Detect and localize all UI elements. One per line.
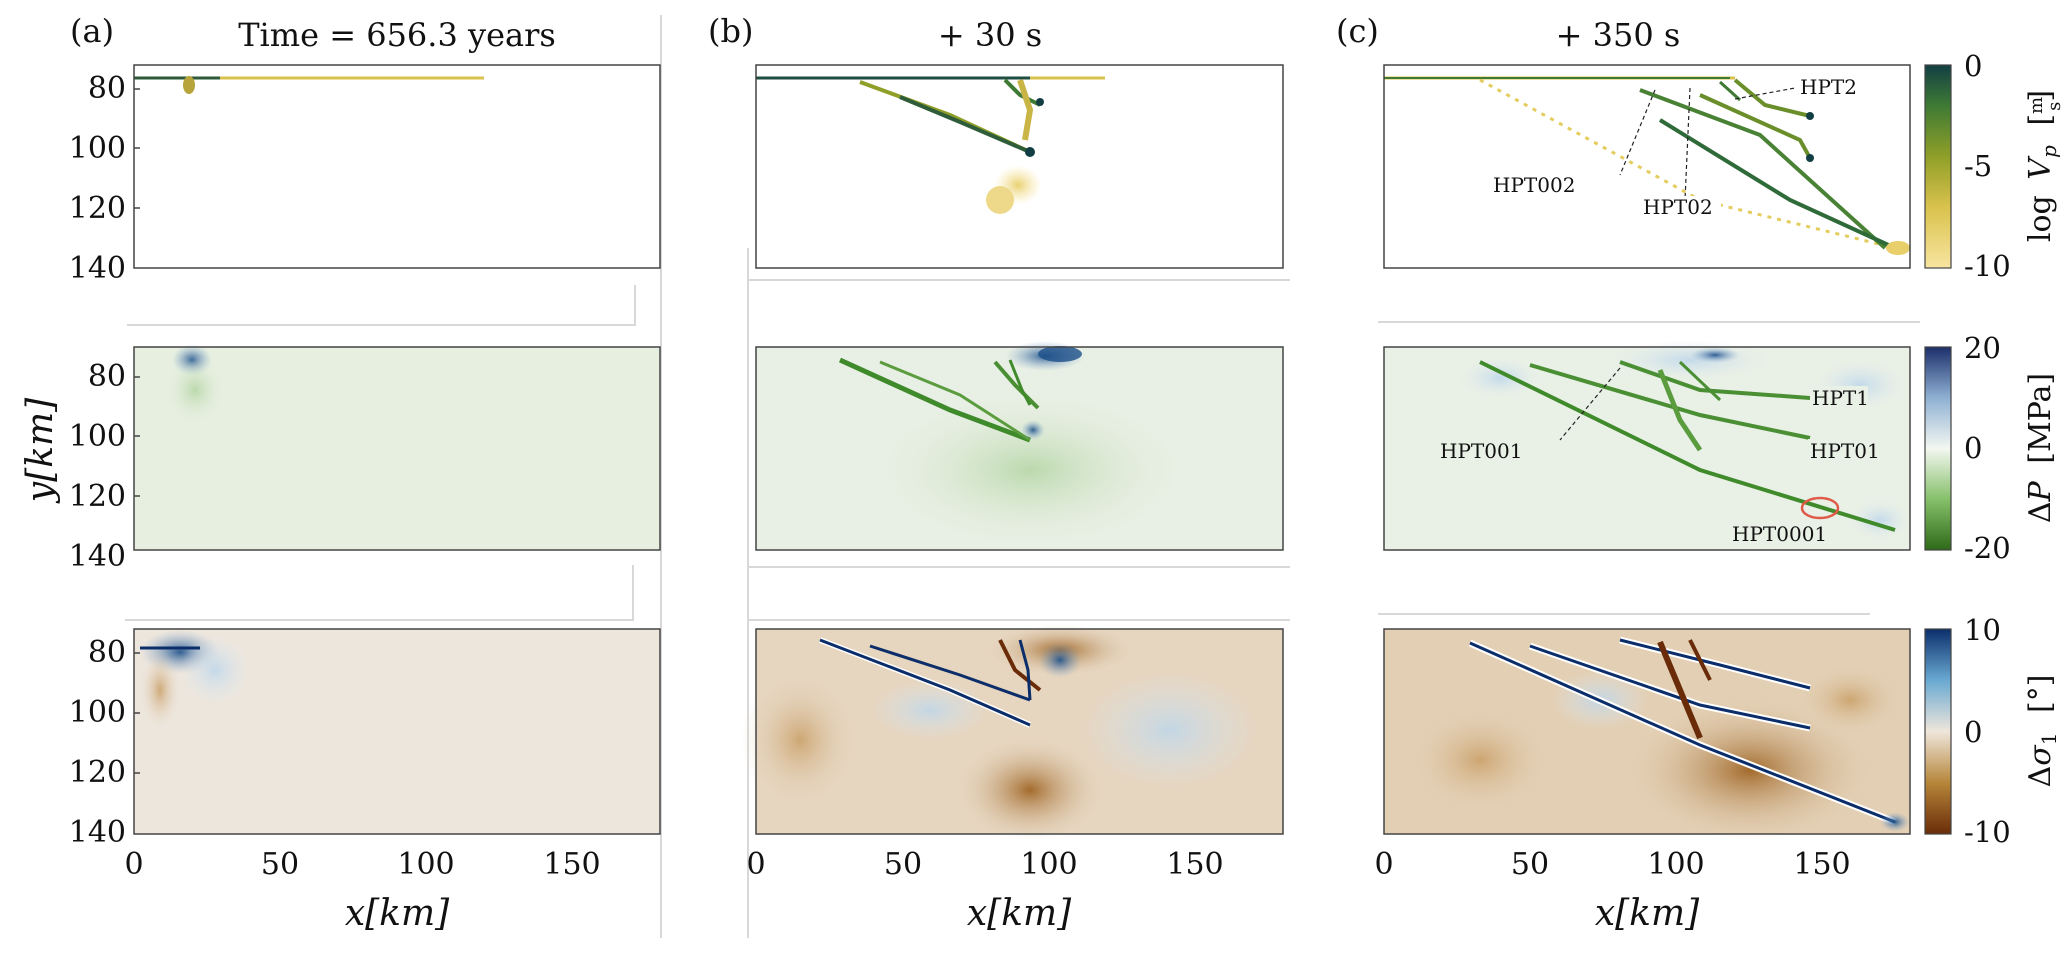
svg-text:100: 100 bbox=[69, 695, 126, 730]
plot-c-dp: HPT1 HPT001 HPT01 HPT0001 bbox=[1383, 340, 1911, 551]
svg-text:-10: -10 bbox=[1964, 815, 2011, 849]
svg-text:100: 100 bbox=[69, 419, 126, 454]
panel-title-b: + 30 s bbox=[938, 16, 1042, 54]
svg-text:20: 20 bbox=[1964, 331, 2001, 365]
annotation-hpt1: HPT1 bbox=[1812, 386, 1869, 410]
panel-label-c: (c) bbox=[1336, 12, 1379, 50]
svg-text:100: 100 bbox=[69, 131, 126, 166]
colorbar-vp: 0 -5 -10 log Vp [ms] bbox=[1924, 49, 2065, 283]
svg-text:0: 0 bbox=[746, 847, 765, 882]
y-axis-label: y[km] bbox=[20, 397, 61, 504]
plot-c-ds bbox=[1383, 628, 1911, 840]
x-ticks-b: 0 50 100 150 bbox=[746, 847, 1223, 882]
annotation-hpt002: HPT002 bbox=[1493, 173, 1575, 197]
colorbar-ds: 10 0 -10 Δσ1 [°] bbox=[1924, 613, 2064, 849]
panel-title-a: Time = 656.3 years bbox=[238, 16, 556, 54]
annotation-hpt001: HPT001 bbox=[1440, 439, 1522, 463]
y-ticks-row1: 80 100 120 140 bbox=[69, 71, 126, 286]
annotation-hpt01: HPT01 bbox=[1810, 439, 1880, 463]
x-ticks-a: 0 50 100 150 bbox=[124, 847, 600, 882]
svg-text:100: 100 bbox=[397, 847, 454, 882]
x-axis-label-b: x[km] bbox=[967, 893, 1072, 934]
svg-text:150: 150 bbox=[1166, 847, 1223, 882]
svg-text:120: 120 bbox=[69, 191, 126, 226]
svg-text:-5: -5 bbox=[1964, 149, 1992, 183]
svg-text:-20: -20 bbox=[1964, 531, 2011, 565]
panel-label-a: (a) bbox=[70, 12, 114, 50]
plot-b-ds bbox=[740, 625, 1284, 840]
svg-text:-10: -10 bbox=[1964, 249, 2011, 283]
plot-b-vp bbox=[755, 64, 1284, 269]
svg-text:140: 140 bbox=[69, 251, 126, 286]
x-axis-label-a: x[km] bbox=[345, 893, 450, 934]
svg-text:100: 100 bbox=[1647, 847, 1704, 882]
annotation-hpt02: HPT02 bbox=[1643, 195, 1713, 219]
x-ticks-c: 0 50 100 150 bbox=[1374, 847, 1850, 882]
svg-text:150: 150 bbox=[1793, 847, 1850, 882]
svg-text:100: 100 bbox=[1020, 847, 1077, 882]
svg-text:0: 0 bbox=[1964, 49, 1982, 83]
svg-text:140: 140 bbox=[69, 539, 126, 574]
annotation-hpt2: HPT2 bbox=[1800, 75, 1857, 99]
panel-label-b: (b) bbox=[708, 12, 753, 50]
colorbar-dp: 20 0 -20 ΔP [MPa] bbox=[1924, 331, 2058, 565]
plot-a-ds bbox=[133, 628, 661, 835]
plot-c-vp: HPT2 HPT002 HPT02 bbox=[1383, 64, 1911, 269]
annotation-hpt0001: HPT0001 bbox=[1732, 522, 1827, 546]
svg-text:Δσ1 [°]: Δσ1 [°] bbox=[2023, 675, 2064, 788]
svg-text:50: 50 bbox=[884, 847, 922, 882]
svg-text:log Vp [ms]: log Vp [ms] bbox=[2023, 90, 2065, 242]
svg-text:0: 0 bbox=[1374, 847, 1393, 882]
svg-text:0: 0 bbox=[1964, 431, 1982, 465]
plot-a-dp bbox=[133, 344, 661, 551]
svg-text:80: 80 bbox=[88, 635, 126, 670]
svg-text:120: 120 bbox=[69, 479, 126, 514]
plot-a-vp bbox=[133, 64, 661, 269]
svg-text:10: 10 bbox=[1964, 613, 2001, 647]
svg-text:80: 80 bbox=[88, 71, 126, 106]
svg-text:ΔP [MPa]: ΔP [MPa] bbox=[2023, 373, 2058, 523]
svg-text:150: 150 bbox=[543, 847, 600, 882]
x-axis-label-c: x[km] bbox=[1595, 893, 1700, 934]
separators bbox=[125, 15, 1920, 938]
y-tick-marks bbox=[134, 88, 140, 774]
plot-b-dp bbox=[755, 341, 1284, 551]
svg-text:50: 50 bbox=[261, 847, 299, 882]
svg-text:0: 0 bbox=[124, 847, 143, 882]
svg-text:140: 140 bbox=[69, 815, 126, 850]
panel-title-c: + 350 s bbox=[1556, 16, 1681, 54]
y-ticks-row2: 80 100 120 140 bbox=[69, 359, 126, 574]
svg-text:120: 120 bbox=[69, 755, 126, 790]
y-ticks-row3: 80 100 120 140 bbox=[69, 635, 126, 850]
svg-text:80: 80 bbox=[88, 359, 126, 394]
svg-text:50: 50 bbox=[1511, 847, 1549, 882]
svg-text:0: 0 bbox=[1964, 715, 1982, 749]
